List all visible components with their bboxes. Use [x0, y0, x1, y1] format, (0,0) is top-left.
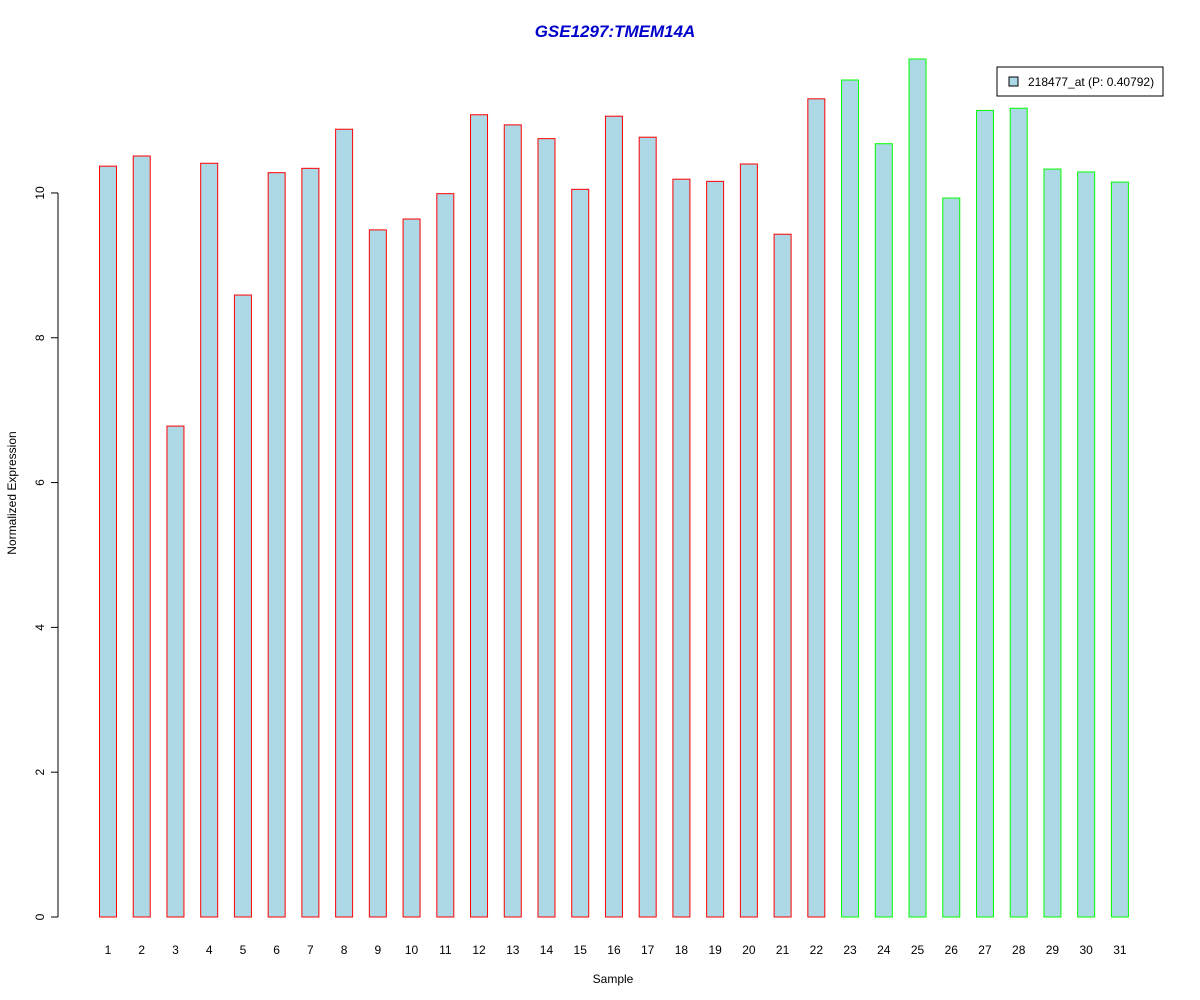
y-tick-label: 2 [33, 769, 47, 776]
x-tick-label: 13 [506, 943, 520, 957]
y-tick-label: 10 [33, 186, 47, 200]
x-axis-title: Sample [593, 972, 634, 986]
x-tick-label: 19 [708, 943, 722, 957]
x-tick-label: 31 [1113, 943, 1127, 957]
bar-sample-2 [132, 155, 151, 918]
bar-sample-21 [773, 233, 792, 918]
bar-sample-26 [942, 197, 961, 918]
chart-title: GSE1297:TMEM14A [535, 22, 696, 41]
y-axis-title: Normalized Expression [5, 431, 19, 554]
bar-sample-14 [537, 138, 556, 918]
x-tick-label: 7 [307, 943, 314, 957]
bar-sample-7 [301, 167, 320, 918]
x-tick-label: 8 [341, 943, 348, 957]
x-tick-label: 1 [105, 943, 112, 957]
bar-sample-27 [975, 109, 994, 918]
bar-sample-9 [368, 229, 387, 918]
x-tick-label: 21 [776, 943, 790, 957]
bar-sample-19 [706, 180, 725, 918]
bar-sample-8 [335, 128, 354, 918]
bar-sample-24 [874, 143, 893, 918]
x-tick-label: 9 [374, 943, 381, 957]
bar-sample-20 [739, 163, 758, 918]
x-tick-label: 10 [405, 943, 419, 957]
bar-sample-4 [200, 162, 219, 918]
y-axis: 0 2 4 6 8 10 [33, 186, 59, 920]
x-tick-label: 4 [206, 943, 213, 957]
legend: 218477_at (P: 0.40792) [996, 66, 1164, 97]
bar-sample-3 [166, 425, 185, 918]
y-tick-label: 8 [33, 334, 47, 341]
y-tick-label: 4 [33, 624, 47, 631]
x-tick-label: 12 [472, 943, 486, 957]
legend-label: 218477_at (P: 0.40792) [1028, 75, 1154, 89]
x-tick-label: 20 [742, 943, 756, 957]
x-tick-label: 27 [978, 943, 992, 957]
x-tick-label: 11 [439, 943, 452, 957]
bar-sample-17 [638, 136, 657, 918]
bar-sample-1 [99, 165, 117, 918]
x-tick-label: 25 [911, 943, 925, 957]
x-tick-label: 3 [172, 943, 179, 957]
x-tick-label: 29 [1046, 943, 1060, 957]
bar-sample-13 [503, 124, 522, 918]
x-tick-label: 30 [1079, 943, 1093, 957]
x-tick-label: 16 [607, 943, 621, 957]
bar-sample-5 [233, 294, 252, 918]
x-tick-label: 17 [641, 943, 655, 957]
legend-swatch [1008, 76, 1019, 87]
x-tick-labels: 1 2 3 4 5 6 7 8 9 10 11 12 13 14 15 16 17 18 19 20 21 22 23 24 2… [105, 943, 1127, 957]
bar-sample-23 [841, 79, 860, 918]
x-tick-label: 23 [843, 943, 857, 957]
bar-sample-29 [1043, 168, 1062, 918]
bar-sample-10 [402, 218, 421, 918]
bar-sample-30 [1077, 171, 1096, 918]
bar-sample-12 [470, 114, 489, 918]
bars-group [99, 58, 1129, 918]
bar-sample-18 [672, 178, 691, 918]
bar-sample-11 [436, 193, 455, 918]
bar-sample-31 [1110, 181, 1129, 918]
x-tick-label: 18 [675, 943, 689, 957]
bar-sample-22 [807, 98, 826, 918]
bar-sample-6 [267, 172, 286, 918]
y-tick-label: 0 [33, 913, 47, 920]
x-tick-label: 2 [138, 943, 145, 957]
bar-sample-25 [908, 58, 927, 918]
bar-sample-16 [604, 115, 623, 918]
x-tick-label: 26 [945, 943, 959, 957]
y-tick-label: 6 [33, 479, 47, 486]
x-tick-label: 5 [240, 943, 247, 957]
bar-sample-15 [571, 188, 590, 918]
x-tick-label: 6 [273, 943, 280, 957]
x-tick-label: 14 [540, 943, 554, 957]
x-tick-label: 24 [877, 943, 891, 957]
x-tick-label: 15 [574, 943, 588, 957]
x-tick-label: 28 [1012, 943, 1026, 957]
legend-box [996, 66, 1164, 97]
x-tick-label: 22 [810, 943, 824, 957]
bar-sample-28 [1009, 107, 1028, 918]
